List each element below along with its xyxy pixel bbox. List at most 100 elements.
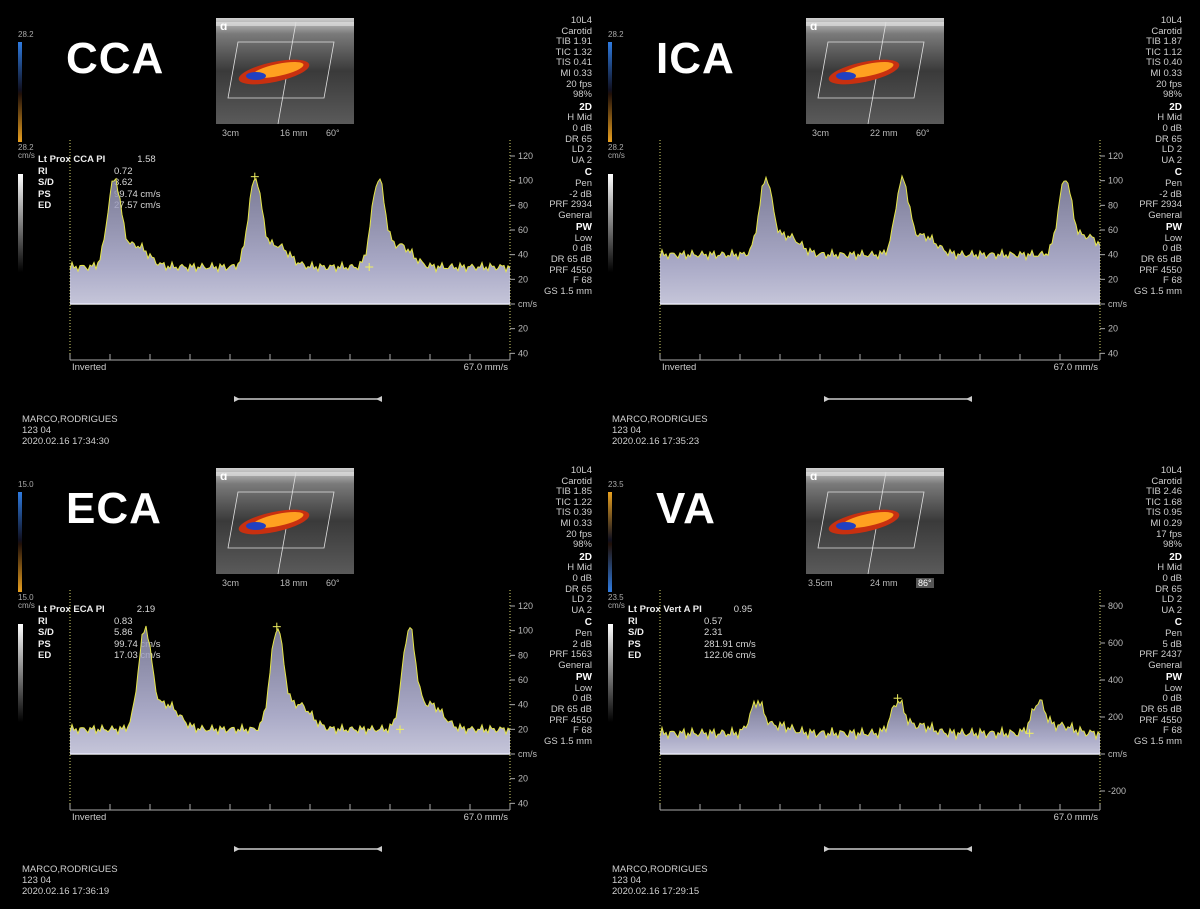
grey-scale-bar	[18, 174, 23, 272]
patient-name: MARCO,RODRIGUES	[612, 414, 708, 425]
measurement-row: ED 27.57 cm/s	[38, 200, 160, 212]
param-twod-line: H Mid	[567, 562, 592, 574]
param-probe-line: MI 0.33	[1150, 67, 1182, 79]
patient-name: MARCO,RODRIGUES	[612, 864, 708, 875]
measurement-label: RI	[38, 615, 48, 627]
param-header-c: C	[584, 167, 592, 179]
param-probe-line: 20 fps	[566, 528, 592, 540]
cine-scrollbar[interactable]	[824, 396, 972, 402]
param-twod-line: DR 65	[565, 133, 592, 145]
param-probe-line: TIB 1.91	[556, 36, 592, 48]
colorbar-top-value: 28.2	[608, 30, 624, 39]
spectral-svg: 120 100 80 60 40 20 cm/s 20 40	[69, 140, 537, 361]
param-probe-line: TIB 2.46	[1146, 486, 1182, 498]
cine-scrollbar[interactable]	[234, 846, 382, 852]
scale-tick-label: 60	[518, 675, 528, 685]
param-c-line: -2 dB	[569, 188, 592, 200]
scale-tick-label: cm/s	[1108, 749, 1127, 759]
param-c-line: PRF 2934	[1139, 199, 1182, 211]
scroll-right-icon[interactable]	[966, 846, 972, 852]
sweep-speed: 67.0 mm/s	[1053, 812, 1098, 823]
scale-tick-label: 20	[518, 274, 528, 284]
param-twod-line: UA 2	[571, 154, 592, 166]
param-c-line: Pen	[575, 177, 592, 189]
param-pw-line: PRF 4550	[1139, 714, 1182, 726]
measurement-box: Lt Prox Vert A PI 0.95 RI 0.57 S/D 2.31 PS 281.…	[628, 604, 756, 662]
param-header-c: C	[584, 617, 592, 629]
bmode-skin-line	[806, 472, 944, 476]
scale-tick-label: 80	[518, 650, 528, 660]
bmode-skin-line	[216, 472, 354, 476]
cine-scrollbar[interactable]	[824, 846, 972, 852]
vessel-title: ECA	[66, 484, 162, 533]
param-pw-line: Low	[574, 232, 592, 244]
patient-name: MARCO,RODRIGUES	[22, 414, 118, 425]
panel-va: VA 23.5 23.5 cm/s ɑ 3.5cm 2	[594, 454, 1186, 900]
param-twod-line: 0 dB	[1162, 572, 1182, 584]
scale-tick-label: 100	[518, 626, 533, 636]
param-pw-line: GS 1.5 mm	[543, 285, 592, 297]
scale-tick-label: 100	[1108, 176, 1123, 186]
param-header-pw: PW	[1165, 222, 1182, 234]
bmode-angle: 60°	[326, 128, 340, 138]
param-twod-line: UA 2	[1161, 154, 1182, 166]
scale-tick-label: cm/s	[1108, 299, 1127, 309]
measurement-label: ED	[38, 200, 52, 212]
probe-orientation-logo: ɑ	[220, 19, 227, 33]
cine-scrollbar[interactable]	[234, 396, 382, 402]
sweep-speed: 67.0 mm/s	[463, 362, 508, 373]
scroll-right-icon[interactable]	[376, 396, 382, 402]
measurement-label: Lt Prox Vert A PI	[628, 604, 702, 615]
scroll-left-icon[interactable]	[824, 396, 830, 402]
vessel-title: VA	[656, 484, 716, 533]
scroll-right-icon[interactable]	[966, 396, 972, 402]
colorbar-unit: cm/s	[18, 151, 35, 160]
param-twod-line: UA 2	[571, 604, 592, 616]
measurement-label: Lt Prox CCA PI	[38, 154, 106, 165]
vessel-title: CCA	[66, 34, 165, 83]
param-pw-line: DR 65 dB	[1140, 254, 1182, 266]
exam-datetime: 2020.02.16 17:36:19	[22, 886, 110, 897]
param-probe-line: 98%	[1162, 539, 1182, 551]
param-pw-line: 0 dB	[1162, 693, 1182, 705]
spectral-doppler-display: 120 100 80 60 40 20 cm/s 20 40	[650, 140, 1140, 372]
measurement-value: 27.57 cm/s	[114, 200, 161, 212]
scale-tick-label: 40	[518, 700, 528, 710]
scroll-right-icon[interactable]	[376, 846, 382, 852]
measurement-label: S/D	[628, 627, 644, 639]
param-pw-line: Low	[1164, 232, 1182, 244]
param-c-line: General	[558, 659, 592, 671]
param-twod-line: LD 2	[571, 144, 592, 156]
bmode-depth: 3cm	[812, 128, 830, 138]
param-twod-line: 0 dB	[1162, 122, 1182, 134]
acquisition-params: 10L4 Carotid TIB 2.46 TIC 1.68 TIS 0.95 MI 0.…	[1112, 465, 1182, 747]
bmode-focus: 16 mm	[280, 128, 308, 138]
measurement-row: RI 0.83	[38, 616, 160, 628]
colorbar-bottom-value: 15.0 cm/s	[18, 594, 35, 610]
probe-orientation-logo: ɑ	[810, 469, 817, 483]
scroll-left-icon[interactable]	[824, 846, 830, 852]
scale-tick-label: cm/s	[518, 299, 537, 309]
param-c-line: 5 dB	[1162, 638, 1182, 650]
inverted-label: Inverted	[72, 812, 107, 823]
bmode-svg: ɑ	[806, 468, 944, 574]
bmode-image: ɑ	[806, 468, 944, 574]
param-pw-line: GS 1.5 mm	[543, 735, 592, 747]
param-probe-line: TIS 0.95	[1146, 507, 1182, 519]
color-flow-overlay	[238, 59, 310, 85]
param-pw-line: GS 1.5 mm	[1133, 285, 1182, 297]
param-pw-line: 0 dB	[572, 243, 592, 255]
scroll-left-icon[interactable]	[234, 846, 240, 852]
param-probe-line: 10L4	[570, 465, 592, 476]
color-scale-bar	[18, 492, 22, 592]
scroll-left-icon[interactable]	[234, 396, 240, 402]
color-scale-bar	[18, 42, 22, 142]
measurement-value: 0.95	[733, 604, 753, 615]
panel-eca: ECA 15.0 15.0 cm/s ɑ 3cm 18	[4, 454, 596, 900]
param-probe-line: Carotid	[1151, 25, 1182, 37]
param-c-line: Pen	[1165, 627, 1182, 639]
measurement-label: PS	[628, 638, 641, 650]
measurement-value: 122.06 cm/s	[704, 650, 756, 662]
param-probe-line: MI 0.29	[1150, 517, 1182, 529]
colorbar-top-value: 15.0	[18, 480, 34, 489]
